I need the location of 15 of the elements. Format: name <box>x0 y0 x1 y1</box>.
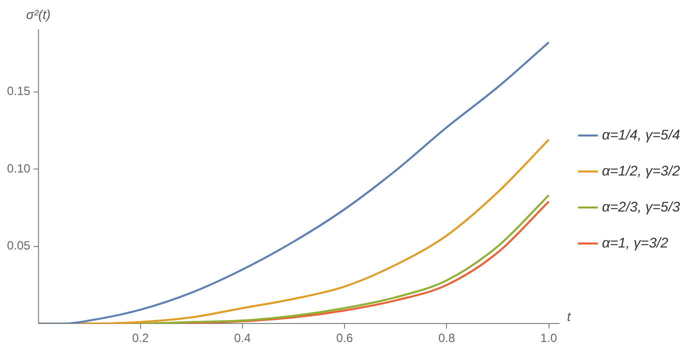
legend-label: α=1/2, γ=3/2 <box>602 162 680 178</box>
x-tick-label: 1.0 <box>540 331 558 346</box>
y-tick-label: 0.10 <box>6 161 31 176</box>
legend-label: α=2/3, γ=5/3 <box>602 198 680 214</box>
x-tick-label: 0.4 <box>234 331 252 346</box>
y-tick-label: 0.05 <box>6 238 31 253</box>
x-tick-label: 0.2 <box>132 331 150 346</box>
legend-label: α=1, γ=3/2 <box>602 234 669 250</box>
x-tick-label: 0.8 <box>438 331 456 346</box>
line-series <box>38 41 550 324</box>
y-axis-title: σ²(t) <box>26 7 51 22</box>
x-tick-label: 0.6 <box>336 331 354 346</box>
x-axis-title: t <box>566 309 572 324</box>
y-tick-label: 0.15 <box>6 84 31 98</box>
legend-label: α=1/4, γ=5/4 <box>602 126 680 142</box>
